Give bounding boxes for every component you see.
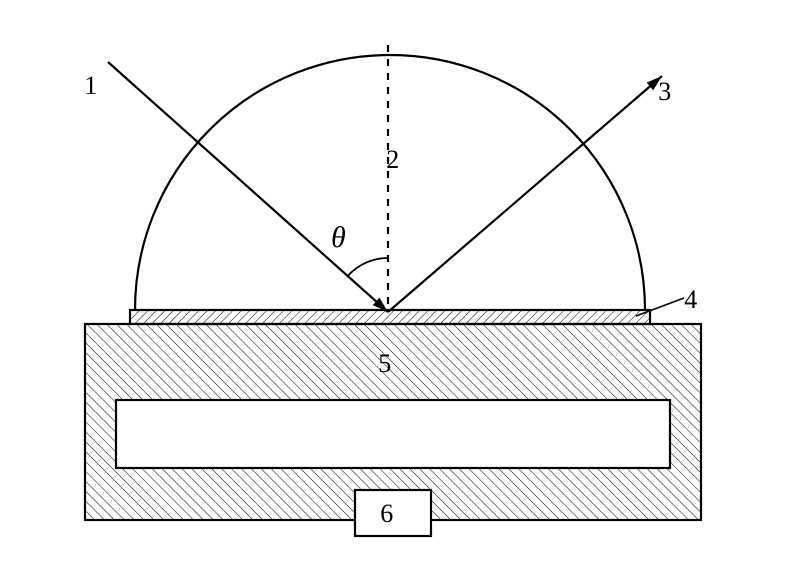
substrate-cavity xyxy=(116,400,670,468)
thin-layer xyxy=(130,310,650,324)
leader-line-4 xyxy=(636,298,684,316)
label-4: 4 xyxy=(684,285,697,315)
label-6: 6 xyxy=(380,499,393,529)
diagram-canvas xyxy=(0,0,800,573)
incident-ray xyxy=(108,62,388,312)
label-5: 5 xyxy=(378,349,391,379)
label-3: 3 xyxy=(658,77,671,107)
hemisphere xyxy=(135,55,645,310)
reflected-ray xyxy=(388,76,662,312)
label-1: 1 xyxy=(84,71,97,101)
theta-arc xyxy=(348,258,388,276)
label-2: 2 xyxy=(386,145,399,175)
label-theta: θ xyxy=(331,221,346,255)
